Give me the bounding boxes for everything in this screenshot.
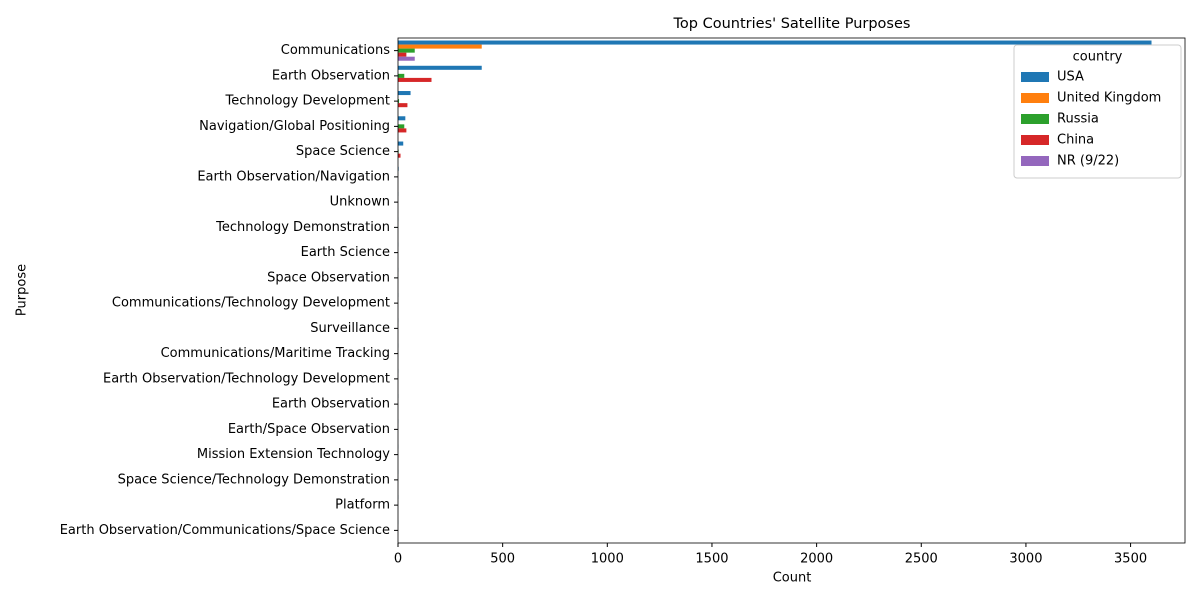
x-tick-label: 3000 [1009, 552, 1042, 567]
bar [398, 103, 408, 108]
x-axis-label: Count [773, 571, 812, 586]
y-tick-label: Space Observation [267, 270, 390, 285]
y-tick-label: Space Science [296, 144, 390, 159]
x-tick-label: 3500 [1114, 552, 1147, 567]
legend-title: country [1073, 50, 1123, 65]
legend-label: USA [1057, 70, 1084, 85]
legend-swatch [1021, 135, 1049, 145]
y-tick-label: Earth Observation/Technology Development [103, 371, 390, 386]
bar [398, 44, 482, 49]
y-tick-label: Unknown [330, 195, 390, 210]
bar [398, 65, 482, 70]
y-tick-label: Communications/Technology Development [112, 296, 390, 311]
y-tick-label: Space Science/Technology Demonstration [118, 472, 390, 487]
bar [398, 116, 406, 121]
bar [398, 52, 407, 57]
y-axis-label: Purpose [15, 264, 30, 316]
legend-swatch [1021, 114, 1049, 124]
x-tick-label: 2000 [800, 552, 833, 567]
bar [398, 56, 415, 61]
legend: country USA United Kingdom Russia China NR (9… [1013, 44, 1182, 179]
bar [398, 124, 405, 129]
y-tick-label: Communications/Maritime Tracking [161, 346, 390, 361]
x-tick-label: 500 [490, 552, 515, 567]
y-tick-label: Earth/Space Observation [228, 422, 390, 437]
y-tick-label: Earth Observation [272, 68, 390, 83]
bar [398, 91, 411, 96]
legend-swatch [1021, 156, 1049, 166]
y-tick-label: Technology Demonstration [215, 220, 390, 235]
legend-label: Russia [1057, 112, 1099, 127]
y-tick-label: Earth Observation [272, 397, 390, 412]
y-tick-label: Navigation/Global Positioning [199, 119, 390, 134]
bar [398, 48, 415, 53]
legend-label: United Kingdom [1057, 91, 1161, 106]
legend-box [1013, 44, 1182, 179]
y-tick-label: Mission Extension Technology [197, 447, 390, 462]
bar [398, 77, 432, 82]
x-tick-label: 0 [394, 552, 402, 567]
bar [398, 99, 400, 104]
legend-swatch [1021, 72, 1049, 82]
y-tick-label: Communications [281, 43, 390, 58]
chart-title: Top Countries' Satellite Purposes [673, 16, 911, 32]
y-tick-label: Surveillance [310, 321, 390, 336]
y-tick-label: Technology Development [225, 94, 390, 109]
bar [398, 73, 405, 78]
y-tick-label: Platform [335, 498, 390, 513]
bar [398, 153, 401, 158]
y-tick-label: Earth Science [301, 245, 390, 260]
bar [398, 40, 1152, 45]
bar [398, 141, 404, 146]
y-tick-label: Earth Observation/Communications/Space S… [60, 523, 390, 538]
legend-label: China [1057, 133, 1094, 148]
x-tick-label: 1000 [591, 552, 624, 567]
x-tick-label: 1500 [695, 552, 728, 567]
legend-label: NR (9/22) [1057, 154, 1119, 169]
plot-frame [397, 37, 1186, 544]
y-tick-label: Earth Observation/Navigation [197, 169, 390, 184]
bar [398, 128, 407, 133]
x-tick-label: 2500 [905, 552, 938, 567]
legend-swatch [1021, 93, 1049, 103]
